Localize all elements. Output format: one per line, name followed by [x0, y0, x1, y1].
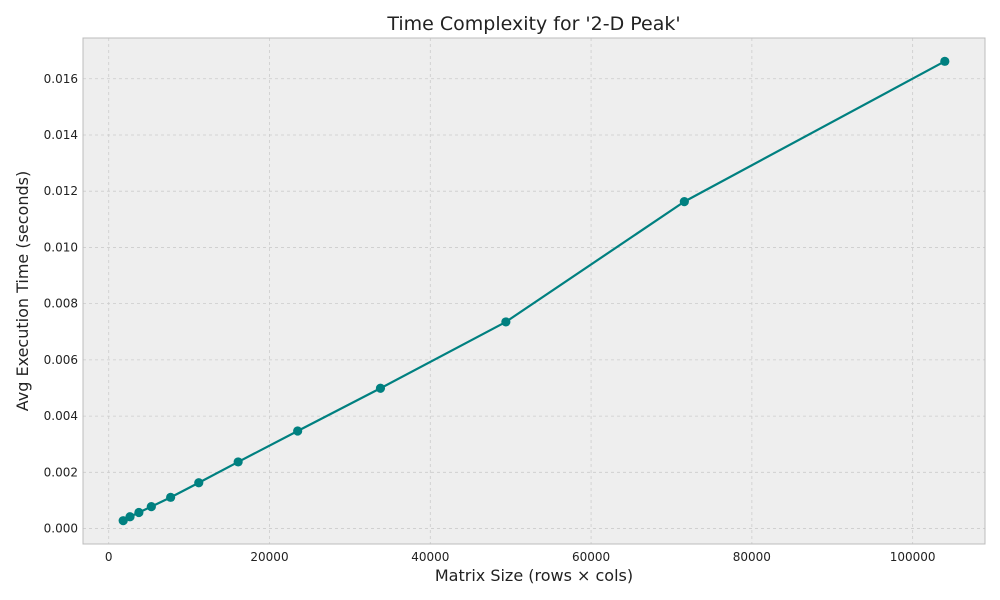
- x-axis-ticks: 0 20000 40000 60000 80000 100000: [105, 550, 936, 564]
- data-point: [134, 507, 144, 518]
- grid: [83, 38, 985, 544]
- data-point: [293, 426, 303, 436]
- y-tick-label: 0.014: [44, 128, 78, 142]
- data-point: [146, 502, 156, 512]
- y-tick-label: 0.012: [44, 184, 78, 198]
- y-tick-label: 0.016: [44, 72, 78, 86]
- data-point: [194, 478, 204, 488]
- y-tick-label: 0.008: [44, 297, 78, 311]
- data-point: [118, 516, 128, 526]
- data-point: [166, 492, 176, 502]
- x-tick-label: 40000: [411, 550, 449, 564]
- x-axis-label: Matrix Size (rows × cols): [435, 566, 633, 585]
- y-axis-ticks: 0.000 0.002 0.004 0.006 0.008 0.010 0.012 0.014…: [44, 72, 78, 536]
- data-point: [940, 56, 950, 66]
- series-layer: [118, 56, 950, 526]
- x-tick-label: 60000: [572, 550, 610, 564]
- x-tick-label: 20000: [250, 550, 288, 564]
- chart-title: Time Complexity for '2-D Peak': [386, 13, 680, 35]
- plot-frame: [82, 37, 986, 545]
- y-tick-label: 0.004: [44, 409, 78, 423]
- y-axis-label: Avg Execution Time (seconds): [13, 171, 32, 411]
- x-tick-label: 0: [105, 550, 113, 564]
- y-tick-label: 0.006: [44, 353, 78, 367]
- data-point: [679, 197, 689, 207]
- plot-area: [83, 38, 985, 544]
- data-point: [375, 383, 386, 393]
- y-tick-label: 0.010: [44, 240, 78, 254]
- data-point: [125, 512, 135, 522]
- y-tick-label: 0.000: [44, 522, 78, 536]
- data-point: [233, 457, 243, 467]
- data-point: [501, 317, 511, 327]
- x-tick-label: 80000: [733, 550, 771, 564]
- y-tick-label: 0.002: [44, 465, 78, 479]
- x-tick-label: 100000: [890, 550, 936, 564]
